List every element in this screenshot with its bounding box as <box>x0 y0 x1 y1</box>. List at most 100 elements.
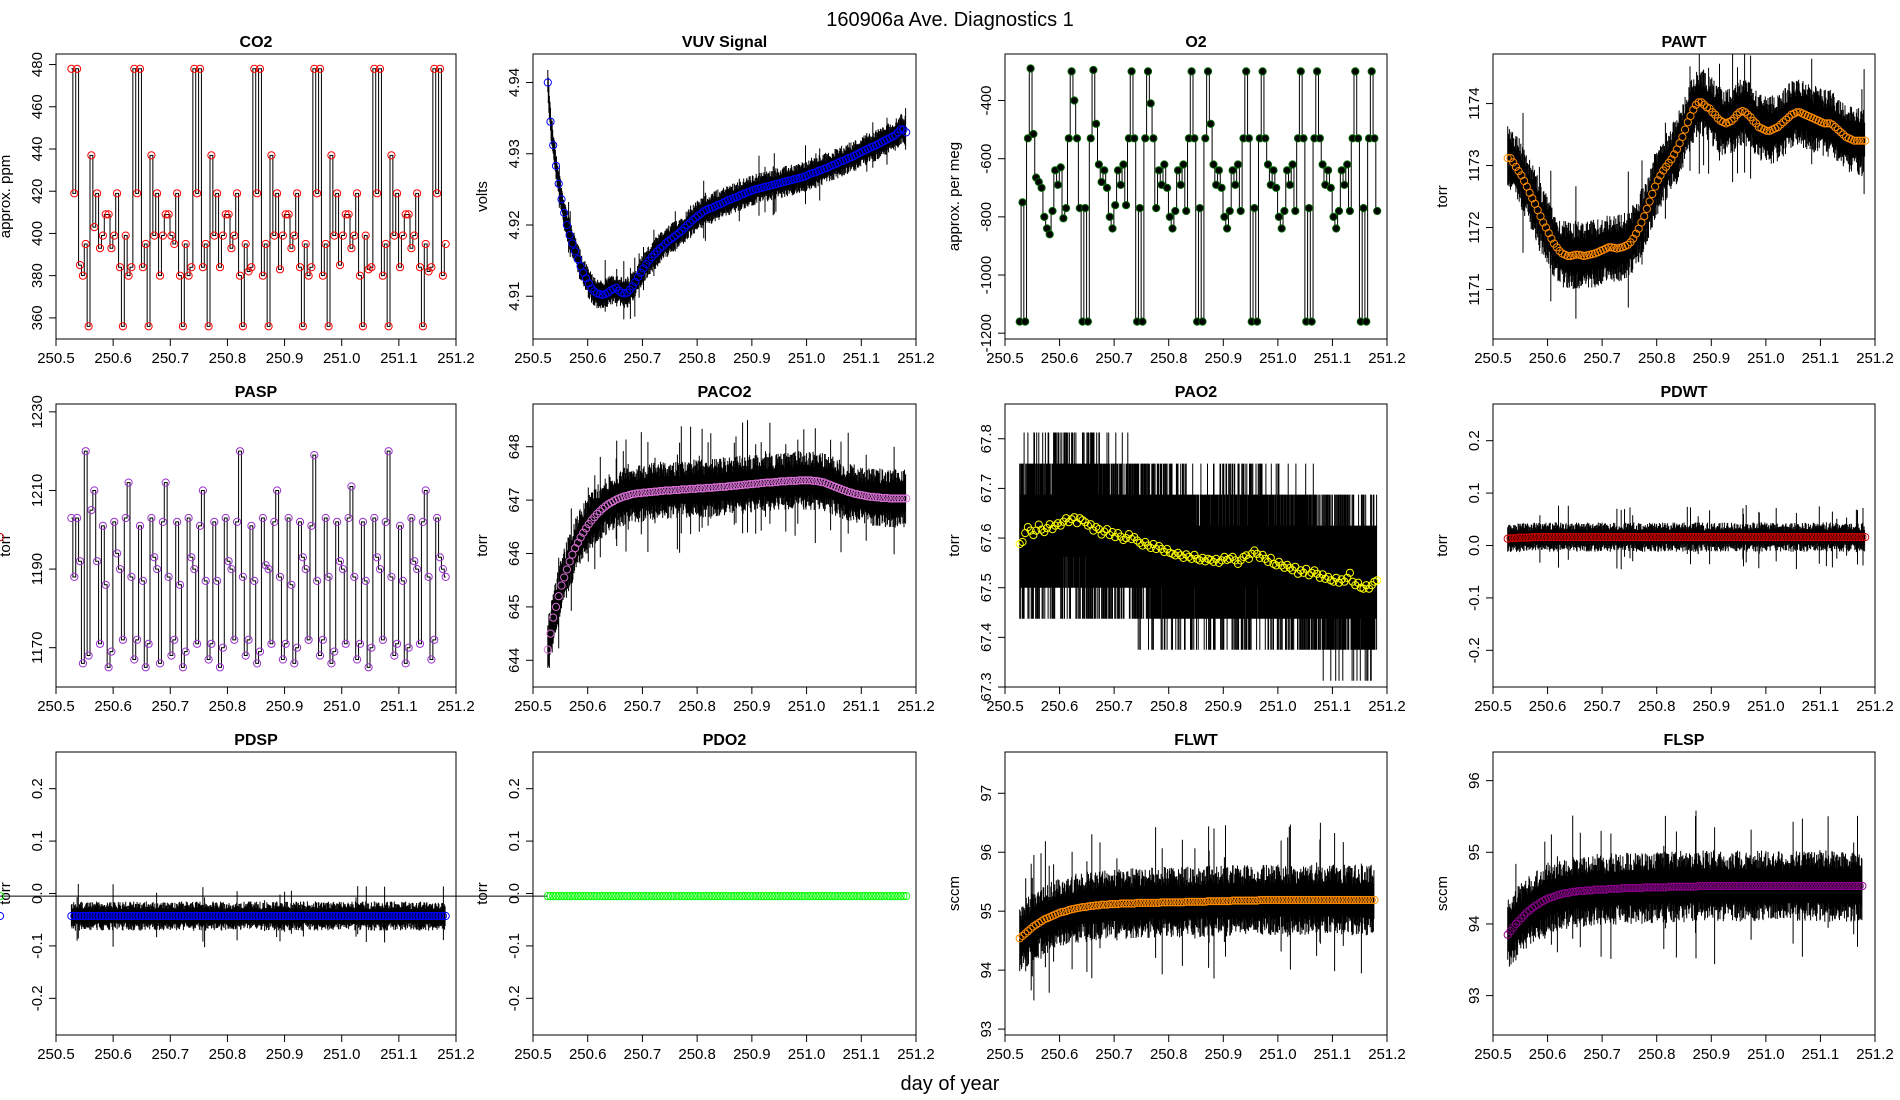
data-point <box>1634 884 1643 893</box>
data-point <box>1023 927 1033 936</box>
data-point <box>869 892 878 901</box>
data-point <box>1509 158 1518 167</box>
data-point <box>1697 881 1706 891</box>
data-point <box>1738 533 1747 542</box>
data-point <box>304 635 313 644</box>
y-tick-label: 0.2 <box>29 778 46 799</box>
plot-frame <box>532 751 917 1036</box>
data-point <box>1163 183 1172 192</box>
data-point <box>1746 881 1755 891</box>
data-point <box>290 659 299 668</box>
data-point <box>1285 180 1295 189</box>
data-point <box>1143 898 1153 908</box>
data-point <box>198 486 207 495</box>
data-point <box>1574 533 1583 542</box>
data-point <box>729 481 738 490</box>
data-point <box>1362 895 1371 905</box>
data-point <box>250 64 259 73</box>
x-tick-label: 250.6 <box>1041 1046 1079 1063</box>
data-point <box>413 911 422 921</box>
x-tick-label: 250.5 <box>986 350 1024 367</box>
data-point <box>407 513 416 523</box>
data-point <box>1768 881 1777 891</box>
data-point <box>1667 155 1676 164</box>
data-point <box>378 635 387 644</box>
data-point <box>218 911 227 921</box>
x-tick-label: 251.1 <box>380 1046 418 1063</box>
x-tick-label: 250.5 <box>37 350 75 367</box>
data-point <box>1623 533 1632 542</box>
data-point <box>238 322 247 331</box>
data-point <box>230 911 239 921</box>
data-point <box>1642 533 1652 542</box>
y-tick-label: 4.92 <box>506 210 523 239</box>
data-point <box>275 265 285 274</box>
panel-pdo2: PDO2 250.5 250.6 250.7 250.8 250.9 251.0 251.1 2… <box>0 732 935 1063</box>
data-point <box>625 490 634 499</box>
data-point <box>310 911 319 921</box>
data-point <box>95 911 105 921</box>
data-point <box>213 576 222 586</box>
data-point <box>427 655 436 664</box>
data-point <box>754 892 763 901</box>
data-point <box>1078 903 1087 912</box>
data-point <box>1711 881 1720 891</box>
data-point <box>1833 881 1843 891</box>
data-point <box>327 911 336 921</box>
data-point <box>273 486 282 495</box>
data-point <box>398 231 407 240</box>
data-point <box>1193 897 1202 906</box>
figure-title: 160906a Ave. Diagnostics 1 <box>826 9 1074 31</box>
data-point <box>776 892 785 901</box>
data-point <box>1806 533 1815 542</box>
data-point <box>1138 317 1147 326</box>
data-point <box>393 911 402 921</box>
data-point <box>353 189 362 198</box>
data-point <box>213 189 222 198</box>
data-point <box>84 322 93 331</box>
data-point <box>1514 533 1523 542</box>
data-point <box>1337 575 1346 584</box>
data-point <box>113 549 122 558</box>
data-point <box>1670 882 1679 891</box>
plot-frame <box>55 403 457 688</box>
data-point <box>424 267 433 276</box>
data-point <box>335 261 345 270</box>
x-tick-label: 250.5 <box>514 1046 552 1063</box>
data-point <box>1343 895 1352 905</box>
x-tick-label: 251.0 <box>788 1046 826 1063</box>
data-point <box>164 911 173 921</box>
data-point <box>899 494 908 503</box>
data-point <box>1577 533 1586 542</box>
x-tick-label: 250.7 <box>1095 1046 1133 1063</box>
y-tick-label: -600 <box>978 144 995 174</box>
y-tick-label: 0.1 <box>506 831 523 852</box>
panel-co2: CO2 250.5 250.6 250.7 250.8 250.9 251.0 251.1 25… <box>0 34 475 367</box>
panel-title: PACO2 <box>698 384 752 401</box>
data-point <box>175 580 185 589</box>
data-point <box>858 491 867 500</box>
data-point <box>1152 204 1161 213</box>
data-point <box>1064 134 1073 143</box>
data-point <box>1283 166 1292 175</box>
data-point <box>158 517 167 527</box>
data-point <box>1026 64 1035 73</box>
y-axis-label: torr <box>946 534 963 557</box>
data-point <box>817 477 826 487</box>
data-point <box>430 911 439 921</box>
data-point <box>1143 541 1153 550</box>
data-point <box>1558 533 1567 542</box>
data-point <box>1593 533 1602 542</box>
x-tick-label: 251.2 <box>1368 1046 1406 1063</box>
data-point <box>1569 533 1578 542</box>
data-point <box>441 572 450 582</box>
data-point <box>1730 881 1739 891</box>
data-point <box>1122 899 1131 908</box>
raw-trace <box>1507 54 1866 319</box>
data-point <box>84 911 93 921</box>
data-point <box>1836 533 1845 542</box>
data-point <box>1324 895 1333 905</box>
x-tick-label: 250.8 <box>1638 698 1676 715</box>
data-point <box>1130 134 1139 143</box>
x-tick-label: 250.8 <box>209 1046 247 1063</box>
